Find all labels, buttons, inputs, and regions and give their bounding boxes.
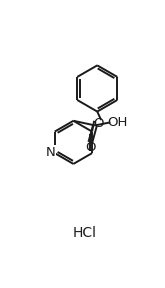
Text: O: O xyxy=(85,141,96,154)
Text: HCl: HCl xyxy=(72,226,96,240)
Text: OH: OH xyxy=(107,116,128,129)
Text: N: N xyxy=(46,146,56,159)
Text: O: O xyxy=(93,118,103,130)
